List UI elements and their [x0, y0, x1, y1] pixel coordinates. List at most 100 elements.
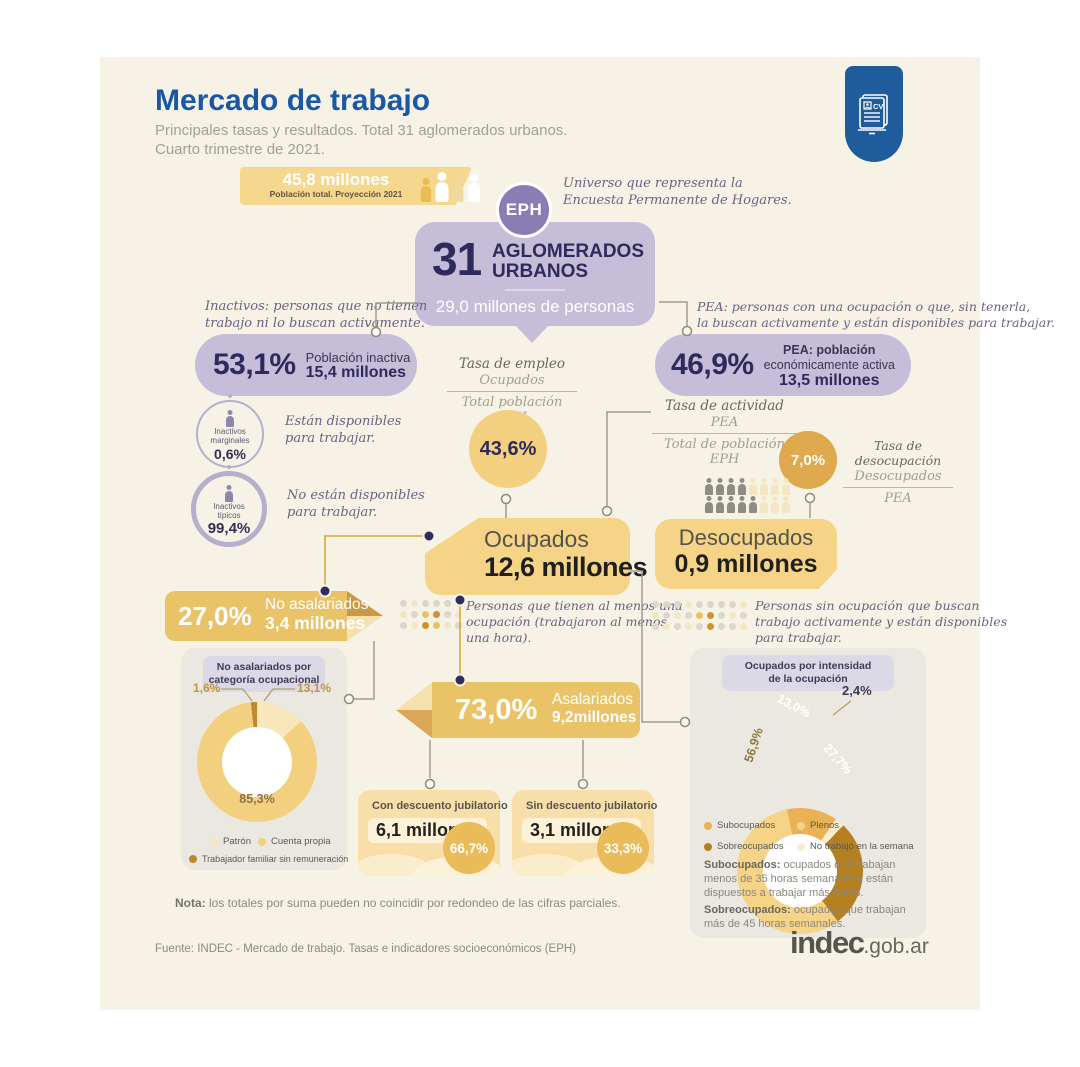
label-no-trabajo-pct: 2,4%	[842, 683, 872, 698]
eph-badge-label: EPH	[505, 200, 543, 219]
person-icon	[770, 478, 779, 495]
ocupados-amount: 12,6 millones	[484, 552, 648, 582]
dot	[718, 623, 725, 630]
person-icon	[781, 478, 790, 495]
dot	[652, 623, 659, 630]
inactiva-amount: 15,4 millones	[305, 364, 407, 381]
person-icon	[726, 496, 735, 513]
asalariados-rate: 73,0%	[455, 694, 538, 726]
legend-sobreocupados: Sobreocupados	[704, 841, 784, 852]
pea-amount: 13,5 millones	[778, 371, 880, 389]
dot	[729, 601, 736, 608]
panel-header-line2: categoría ocupacional	[208, 674, 320, 686]
definition-text: ocupados que trabajan menos de 35 horas …	[704, 859, 896, 899]
marginales-rate: 0,6%	[214, 446, 246, 462]
person-icon	[726, 478, 735, 495]
eph-note-line2: Encuesta Permanente de Hogares.	[563, 193, 792, 208]
person-icon	[759, 478, 768, 495]
legend-label: No trabajó en la semana	[810, 841, 914, 852]
desocupados-desc-line2: trabajo activamente y están disponibles	[755, 614, 1008, 629]
definition-term: Sobreocupados:	[704, 904, 791, 916]
person-icon	[759, 496, 768, 513]
tasa-desocupacion-value: 7,0%	[790, 451, 826, 469]
legend-label: Patrón	[223, 836, 251, 847]
dot	[422, 622, 429, 629]
person-icon	[737, 496, 746, 513]
desocupados-dots	[650, 599, 752, 632]
inactiva-label: Población inactiva	[305, 350, 411, 365]
dot	[422, 611, 429, 618]
dot	[455, 622, 462, 629]
pea-label-1: PEA: población	[783, 342, 876, 357]
inactiva-rate: 53,1%	[213, 348, 296, 381]
aglomerados-box	[415, 222, 655, 326]
legend-label: Cuenta propia	[271, 836, 331, 847]
legend-dot	[258, 837, 266, 846]
person-icon	[225, 485, 234, 502]
aglomerados-name-line2: URBANOS	[492, 261, 589, 282]
ocupados-dots	[398, 598, 468, 631]
person-icon	[467, 174, 480, 203]
ocupados-desc-line3: una hora).	[466, 630, 532, 645]
tasa-actividad-fraction: Tasa de actividad PEA Total de población…	[652, 398, 797, 467]
no-asalariados-panel-header: No asalariados por categoría ocupacional	[203, 656, 325, 692]
tasa-actividad-numerator: PEA	[652, 415, 797, 434]
dot	[400, 600, 407, 607]
person-icon	[737, 478, 746, 495]
person-icon	[704, 496, 713, 513]
con-descuento-pct: 66,7%	[443, 822, 495, 874]
desocupados-banner	[655, 519, 837, 589]
panel-header-line1: Ocupados por intensidad	[744, 660, 872, 672]
dot	[663, 601, 670, 608]
tasa-actividad-title: Tasa de actividad	[665, 398, 784, 414]
inactivos-tipicos-circle: Inactivos típicos 99,4%	[191, 471, 267, 547]
sin-descuento-title: Sin descuento jubilatorio	[526, 800, 658, 812]
dot	[740, 612, 747, 619]
dot	[422, 600, 429, 607]
dot	[663, 623, 670, 630]
page-title: Mercado de trabajo	[155, 84, 431, 117]
nota: Nota: los totales por suma pueden no coi…	[175, 896, 621, 910]
subocupados-definition: Subocupados: ocupados que trabajan menos…	[704, 858, 918, 900]
dot	[663, 612, 670, 619]
tasa-empleo-title: Tasa de empleo	[458, 356, 566, 372]
aglomerados-number: 31	[432, 233, 482, 285]
dot	[652, 612, 659, 619]
dot	[652, 601, 659, 608]
legend-dot	[189, 855, 197, 863]
definition-term: Subocupados:	[704, 859, 781, 871]
desocupados-amount: 0,9 millones	[674, 550, 818, 578]
dot	[433, 622, 440, 629]
pea-label-2: económicamente activa	[763, 357, 895, 372]
population-banner-label: Población total. Proyección 2021	[269, 189, 403, 199]
dot	[729, 623, 736, 630]
person-icon	[226, 410, 235, 427]
person-icon	[748, 496, 757, 513]
person-icon	[435, 172, 449, 202]
person-icon	[420, 178, 431, 202]
tipicos-desc-line2: para trabajar.	[287, 505, 378, 520]
inactivos-note-line1: Inactivos: personas que no tienen	[205, 299, 428, 314]
ocupados-title: Ocupados	[484, 526, 589, 552]
person-icon	[781, 496, 790, 513]
legend-label: Plenos	[810, 820, 840, 831]
marginales-label-2: marginales	[210, 436, 250, 445]
legend-patron: Patrón	[210, 836, 251, 847]
tasa-desocupacion-numerator: Desocupados	[843, 469, 953, 488]
desocupados-title: Desocupados	[678, 525, 814, 550]
no-asalariados-pencil	[165, 591, 347, 641]
pea-people-icons	[703, 477, 795, 513]
indec-logo-domain: .gob.ar	[863, 935, 929, 958]
person-icon	[748, 478, 757, 495]
eph-note-line1: Universo que representa la	[563, 176, 743, 191]
desocupados-desc-line3: para trabajar.	[755, 630, 842, 645]
dot	[707, 612, 714, 619]
person-icon	[715, 478, 724, 495]
legend-subocupados: Subocupados	[704, 820, 775, 831]
dot	[674, 601, 681, 608]
dot	[718, 612, 725, 619]
intensidad-panel-header: Ocupados por intensidad de la ocupación	[722, 655, 894, 691]
legend-dot	[704, 842, 712, 851]
dot	[707, 601, 714, 608]
